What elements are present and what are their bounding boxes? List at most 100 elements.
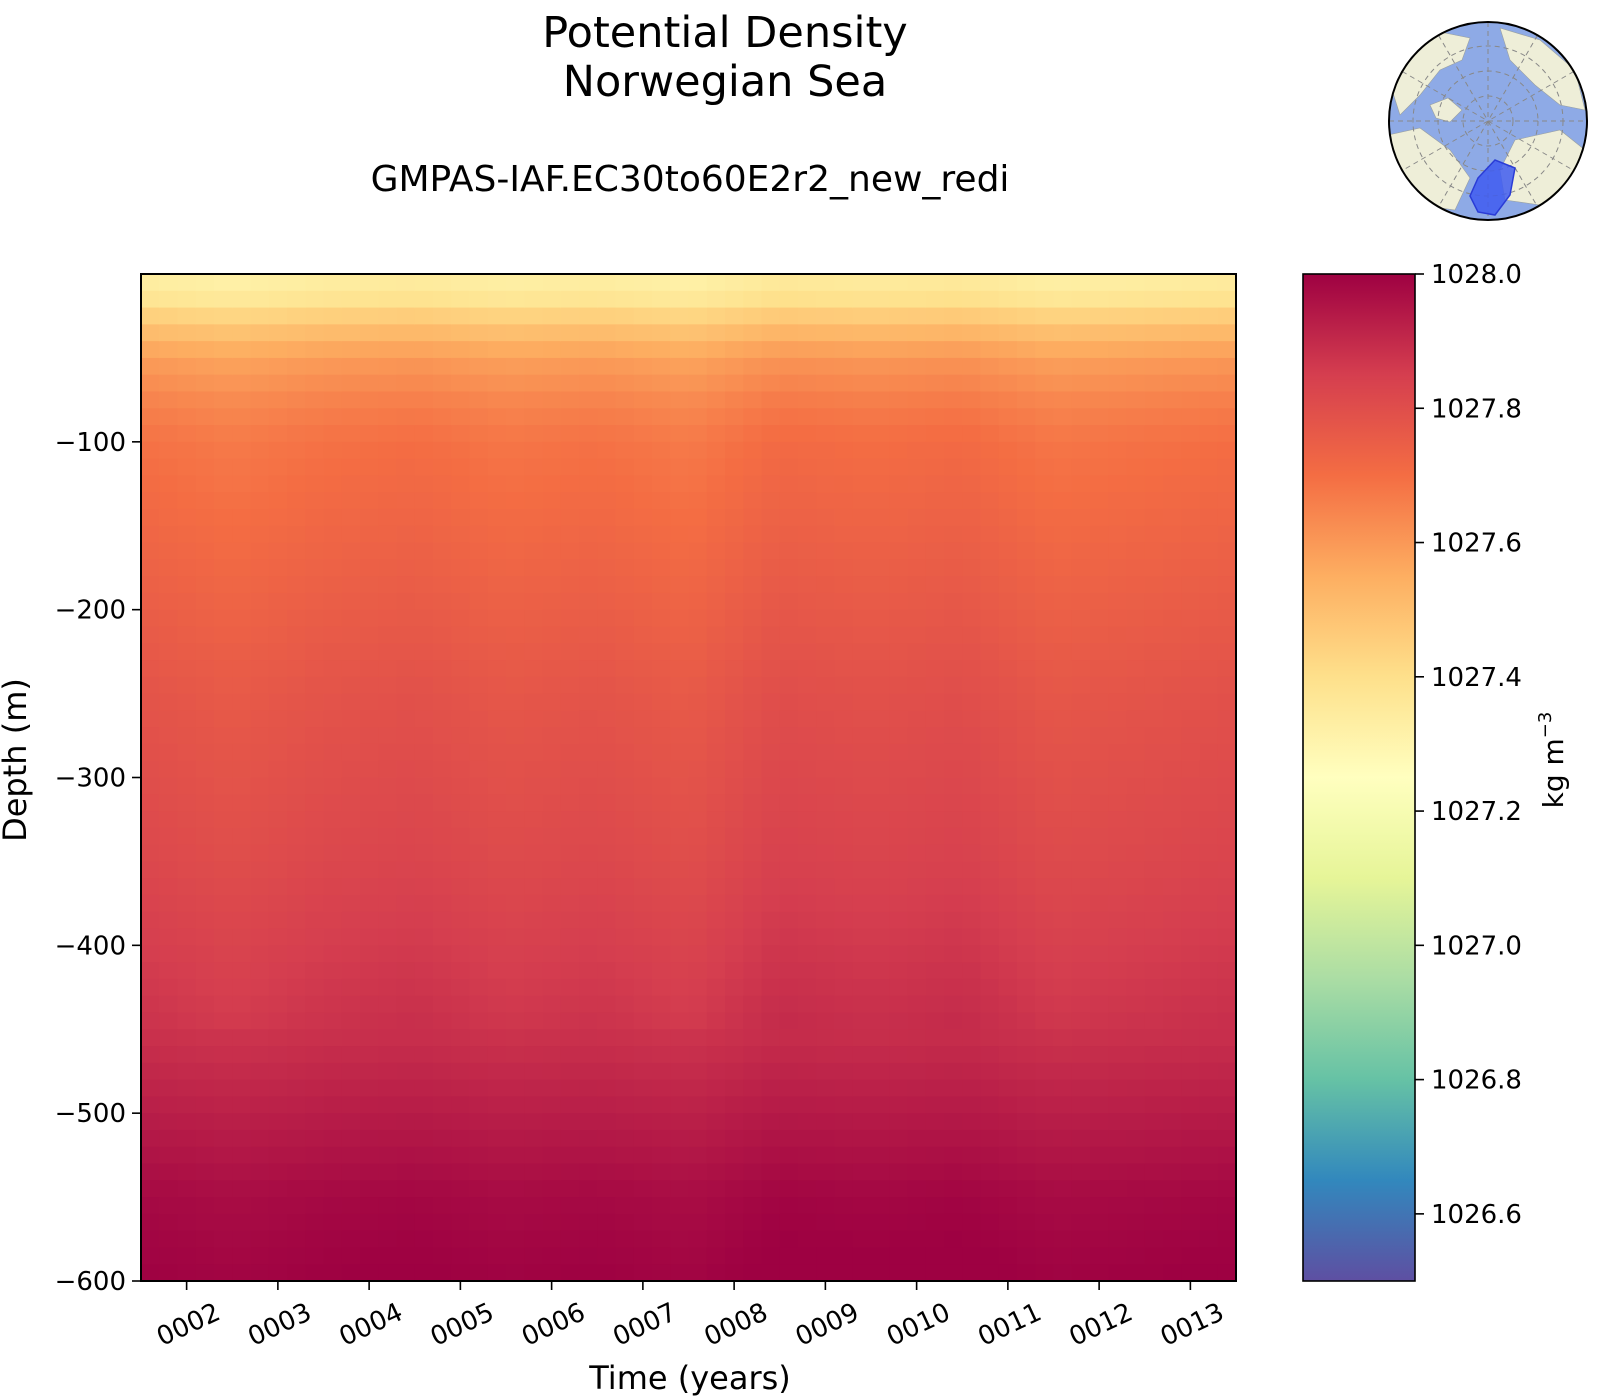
heatmap-cell [268, 861, 288, 879]
heatmap-cell [177, 475, 197, 493]
heatmap-cell [1053, 660, 1073, 678]
heatmap-cell [378, 710, 398, 728]
heatmap-cell [378, 1096, 398, 1114]
heatmap-cell [1035, 1029, 1055, 1047]
heatmap-cell [1108, 290, 1128, 309]
heatmap-cell [980, 1247, 1000, 1266]
heatmap-cell [597, 542, 617, 561]
heatmap-cell [1199, 878, 1219, 896]
heatmap-cell [1035, 978, 1055, 997]
heatmap-cell [725, 1096, 745, 1114]
heatmap-cell [451, 878, 471, 896]
heatmap-cell [250, 475, 270, 493]
heatmap-cell [1017, 492, 1037, 510]
heatmap-cell [998, 425, 1018, 443]
heatmap-cell [195, 660, 215, 678]
heatmap-cell [579, 827, 599, 846]
heatmap-cell [615, 1113, 635, 1131]
heatmap-cell [159, 626, 179, 645]
heatmap-cell [195, 676, 215, 695]
heatmap-cell [652, 525, 672, 544]
heatmap-cell [250, 542, 270, 561]
heatmap-cell [1217, 1029, 1237, 1047]
heatmap-cell [907, 1029, 927, 1047]
heatmap-cell [414, 760, 434, 779]
heatmap-cell [615, 324, 635, 342]
heatmap-cell [1017, 458, 1037, 477]
heatmap-cell [980, 441, 1000, 460]
heatmap-cell [1126, 928, 1146, 947]
heatmap-cell [834, 643, 854, 661]
heatmap-cell [433, 307, 453, 326]
heatmap-cell [232, 1230, 252, 1249]
heatmap-cell [670, 727, 690, 745]
heatmap-cell [652, 777, 672, 796]
heatmap-cell [414, 794, 434, 812]
heatmap-cell [323, 542, 343, 561]
heatmap-cell [743, 290, 763, 309]
heatmap-cell [451, 1029, 471, 1047]
heatmap-cell [268, 1230, 288, 1249]
heatmap-cell [579, 492, 599, 510]
heatmap-cell [852, 274, 872, 292]
heatmap-cell [706, 878, 726, 896]
heatmap-cell [725, 844, 745, 863]
heatmap-cell [907, 1247, 927, 1266]
heatmap-cell [469, 945, 489, 963]
heatmap-cell [323, 341, 343, 359]
heatmap-cell [980, 492, 1000, 510]
heatmap-cell [670, 408, 690, 426]
heatmap-cell [1108, 425, 1128, 443]
heatmap-cell [1017, 643, 1037, 661]
heatmap-cell [360, 492, 380, 510]
heatmap-cell [944, 290, 964, 309]
heatmap-cell [944, 660, 964, 678]
heatmap-cell [1163, 878, 1183, 896]
heatmap-cell [1217, 794, 1237, 812]
heatmap-cell [725, 1029, 745, 1047]
heatmap-cell [214, 743, 234, 762]
heatmap-cell [597, 559, 617, 577]
heatmap-cell [871, 592, 891, 611]
heatmap-cell [433, 777, 453, 796]
heatmap-cell [232, 492, 252, 510]
heatmap-cell [670, 710, 690, 728]
heatmap-cell [1181, 861, 1201, 879]
heatmap-cell [159, 492, 179, 510]
heatmap-cell [487, 1230, 507, 1249]
heatmap-cell [743, 962, 763, 980]
heatmap-cell [1181, 290, 1201, 309]
heatmap-cell [1199, 1062, 1219, 1081]
heatmap-cell [232, 1213, 252, 1232]
heatmap-cell [852, 609, 872, 628]
heatmap-cell [1126, 978, 1146, 997]
heatmap-cell [706, 1146, 726, 1165]
heatmap-cell [706, 307, 726, 326]
heatmap-cell [560, 1079, 580, 1098]
x-tick-label: 0013 [1156, 1297, 1229, 1352]
heatmap-cell [341, 1079, 361, 1098]
heatmap-cell [1163, 1079, 1183, 1098]
heatmap-cell [1163, 777, 1183, 796]
heatmap-cell [998, 777, 1018, 796]
heatmap-cell [1108, 626, 1128, 645]
heatmap-cell [1035, 1146, 1055, 1165]
heatmap-cell [1144, 1163, 1164, 1182]
heatmap-cell [962, 962, 982, 980]
heatmap-cell [706, 1230, 726, 1249]
heatmap-cell [250, 1096, 270, 1114]
heatmap-cell [889, 945, 909, 963]
heatmap-cell [633, 290, 653, 309]
heatmap-cell [761, 290, 781, 309]
heatmap-cell [506, 1146, 526, 1165]
heatmap-cell [1090, 408, 1110, 426]
heatmap-cell [159, 576, 179, 594]
heatmap-cell [1053, 1180, 1073, 1198]
heatmap-cell [159, 1029, 179, 1047]
heatmap-cell [1090, 1062, 1110, 1081]
heatmap-cell [779, 592, 799, 611]
heatmap-cell [177, 274, 197, 292]
heatmap-cell [360, 290, 380, 309]
heatmap-cell [159, 307, 179, 326]
heatmap-cell [615, 1012, 635, 1031]
